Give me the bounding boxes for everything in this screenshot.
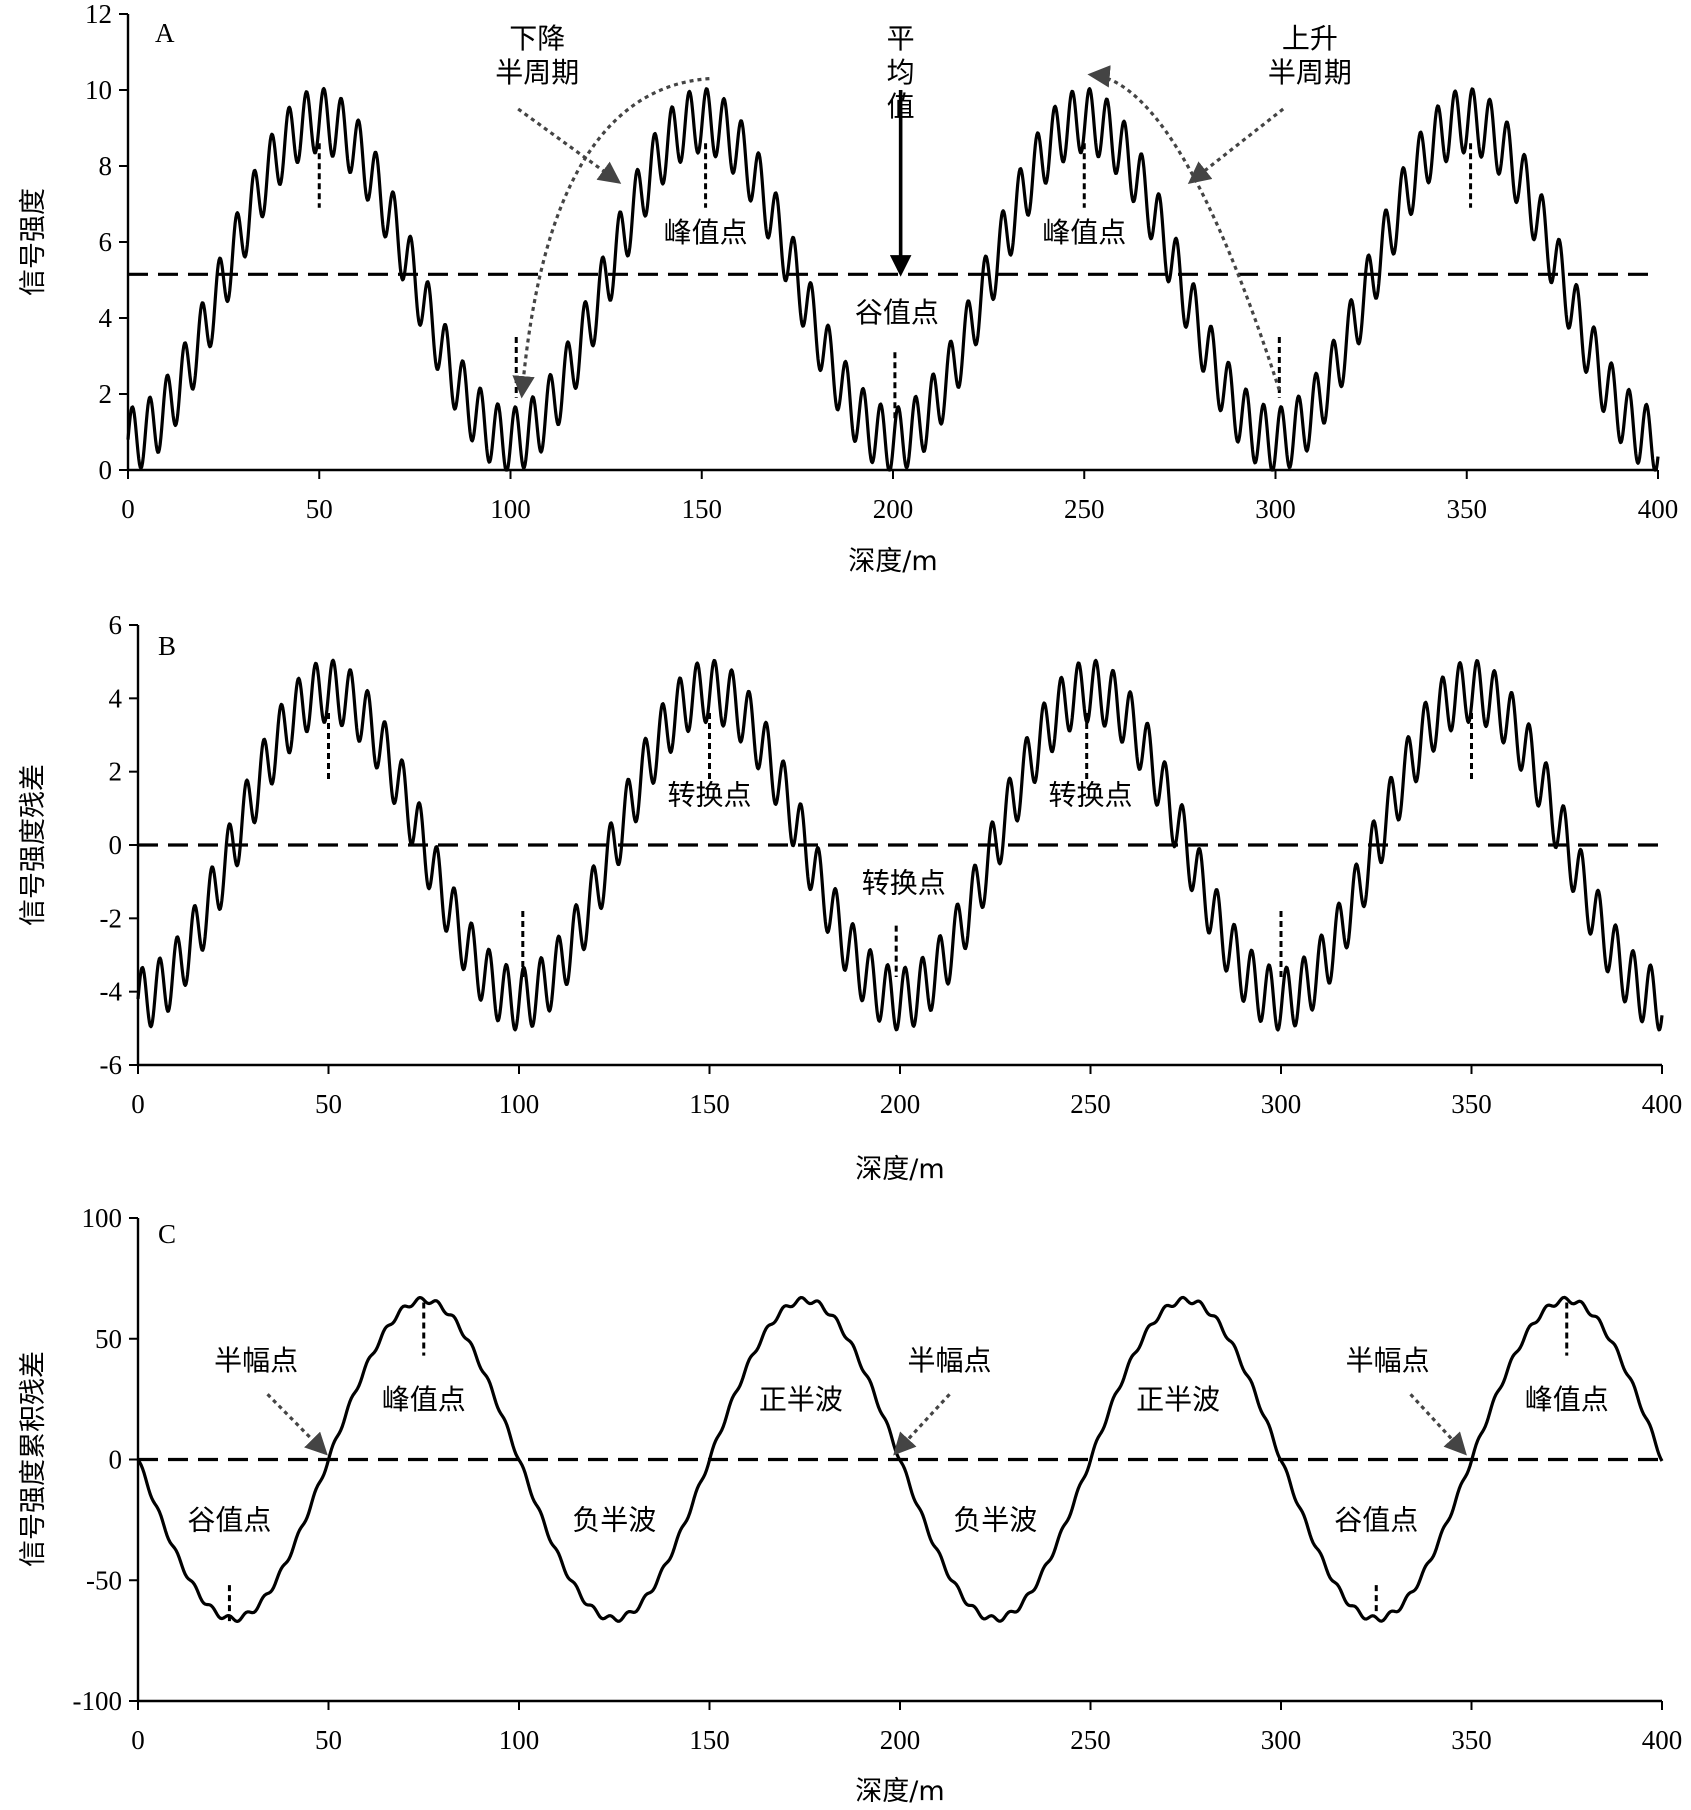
x-tick-label: 50 bbox=[306, 494, 333, 524]
series-line bbox=[136, 658, 1664, 1032]
x-tick-label: 300 bbox=[1261, 1089, 1302, 1119]
annotation-label: 上升半周期 bbox=[1268, 22, 1352, 89]
annotation-label: 正半波 bbox=[1136, 1383, 1220, 1416]
annotation-label: 转换点 bbox=[667, 779, 751, 812]
y-tick-label: 4 bbox=[109, 683, 123, 713]
x-tick-label: 300 bbox=[1255, 494, 1296, 524]
x-tick-label: 0 bbox=[121, 494, 135, 524]
x-tick-label: 200 bbox=[880, 1089, 921, 1119]
x-tick-label: 250 bbox=[1070, 1725, 1111, 1755]
dotted-arrow bbox=[1187, 107, 1285, 184]
y-tick-label: 0 bbox=[109, 1445, 123, 1475]
x-tick-label: 400 bbox=[1642, 1725, 1683, 1755]
panel-c: 0 50 100 150 200 250 300 350 400 -100 -50 0 50 100 深度/… bbox=[18, 1203, 1682, 1807]
y-axis-title: 信号强度 bbox=[18, 188, 49, 296]
annotation-label: 峰值点 bbox=[382, 1383, 466, 1416]
annotation-label: 峰值点 bbox=[1525, 1383, 1609, 1416]
dotted-arrow bbox=[266, 1393, 328, 1456]
y-tick-label: 0 bbox=[109, 830, 123, 860]
y-tick-label: 0 bbox=[99, 455, 113, 485]
panel-label: C bbox=[158, 1219, 176, 1249]
annotation-label: 转换点 bbox=[1048, 779, 1132, 812]
annotation-label: 下降半周期 bbox=[495, 22, 579, 89]
y-tick-label: -6 bbox=[100, 1050, 123, 1080]
series-line bbox=[136, 1295, 1664, 1623]
y-tick-label: -50 bbox=[86, 1565, 122, 1595]
y-tick-label: 12 bbox=[85, 0, 112, 29]
y-tick-label: 10 bbox=[85, 75, 112, 105]
x-tick-label: 400 bbox=[1638, 494, 1679, 524]
panel-a: 0 50 100 150 200 250 300 350 400 0 2 4 6 8 10 12 深度/m 信号强… bbox=[18, 0, 1678, 577]
panel-label: B bbox=[158, 631, 176, 661]
y-tick-label: 6 bbox=[99, 227, 113, 257]
x-tick-label: 50 bbox=[315, 1089, 342, 1119]
y-tick-label: 2 bbox=[99, 379, 113, 409]
panel-b: 0 50 100 150 200 250 300 350 400 -6 -4 -2 0 2 4 6 深度/m 信号… bbox=[18, 610, 1682, 1185]
annotation-label: 谷值点 bbox=[855, 296, 939, 329]
x-tick-label: 100 bbox=[499, 1089, 540, 1119]
y-tick-label: 4 bbox=[99, 303, 113, 333]
y-axis-title: 信号强度残差 bbox=[18, 764, 49, 926]
annotation-label: 平均值 bbox=[887, 22, 915, 123]
y-axis-title: 信号强度累积残差 bbox=[18, 1351, 49, 1567]
annotation-label: 谷值点 bbox=[187, 1504, 271, 1537]
annotation-label: 半幅点 bbox=[908, 1344, 992, 1377]
x-tick-label: 150 bbox=[689, 1725, 730, 1755]
x-tick-label: 100 bbox=[499, 1725, 540, 1755]
x-tick-label: 300 bbox=[1261, 1725, 1302, 1755]
x-tick-label: 0 bbox=[131, 1089, 145, 1119]
x-tick-label: 350 bbox=[1447, 494, 1488, 524]
annotation-label: 半幅点 bbox=[214, 1344, 298, 1377]
annotation-label: 峰值点 bbox=[1042, 216, 1126, 249]
x-tick-label: 0 bbox=[131, 1725, 145, 1755]
x-tick-label: 350 bbox=[1451, 1725, 1492, 1755]
series-line bbox=[126, 86, 1660, 472]
y-tick-label: 8 bbox=[99, 151, 113, 181]
y-tick-label: 6 bbox=[109, 610, 123, 640]
x-tick-label: 150 bbox=[689, 1089, 730, 1119]
x-tick-label: 200 bbox=[873, 494, 914, 524]
annotation-label: 半幅点 bbox=[1346, 1344, 1430, 1377]
y-tick-label: -100 bbox=[73, 1686, 123, 1716]
annotation-label: 正半波 bbox=[759, 1383, 843, 1416]
annotation-label: 负半波 bbox=[953, 1504, 1037, 1537]
x-tick-label: 200 bbox=[880, 1725, 921, 1755]
x-axis-title: 深度/m bbox=[855, 1776, 944, 1807]
panel-label: A bbox=[155, 18, 175, 48]
y-tick-label: -4 bbox=[100, 977, 123, 1007]
dotted-arrow bbox=[893, 1393, 951, 1456]
x-tick-label: 50 bbox=[315, 1725, 342, 1755]
x-tick-label: 150 bbox=[682, 494, 723, 524]
x-axis-title: 深度/m bbox=[848, 546, 937, 577]
y-tick-label: 50 bbox=[95, 1324, 122, 1354]
dotted-arrow bbox=[512, 77, 710, 399]
annotation-label: 负半波 bbox=[572, 1504, 656, 1537]
dotted-arrow bbox=[1087, 65, 1281, 391]
y-tick-label: -2 bbox=[100, 903, 123, 933]
annotation-label: 峰值点 bbox=[664, 216, 748, 249]
annotation-label: 谷值点 bbox=[1334, 1504, 1418, 1537]
x-tick-label: 350 bbox=[1451, 1089, 1492, 1119]
y-tick-label: 100 bbox=[82, 1203, 123, 1233]
x-tick-label: 400 bbox=[1642, 1089, 1683, 1119]
annotation-label: 转换点 bbox=[862, 867, 946, 900]
x-tick-label: 100 bbox=[490, 494, 531, 524]
dotted-arrow bbox=[517, 107, 622, 184]
x-axis-title: 深度/m bbox=[855, 1154, 944, 1185]
x-tick-label: 250 bbox=[1070, 1089, 1111, 1119]
y-tick-label: 2 bbox=[109, 757, 123, 787]
dotted-arrow bbox=[1409, 1393, 1467, 1456]
x-tick-label: 250 bbox=[1064, 494, 1105, 524]
